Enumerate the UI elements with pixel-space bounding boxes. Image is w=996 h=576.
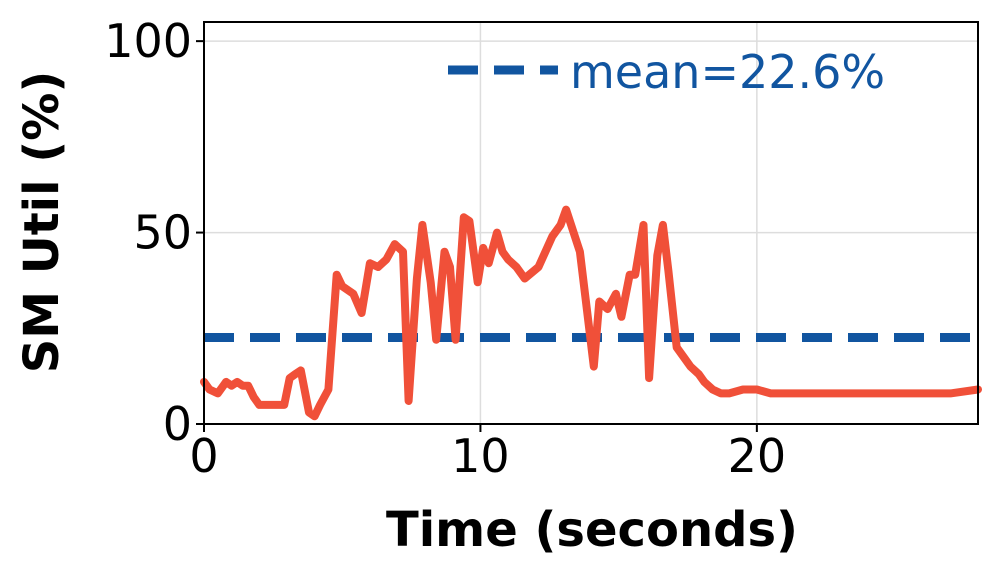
plot-frame [203, 21, 979, 425]
x-axis-label: Time (seconds) [386, 502, 798, 558]
ticks: 0 10 20 0 50 100 [104, 14, 786, 483]
series-group [200, 205, 982, 421]
x-tick-label: 20 [728, 429, 787, 483]
y-tick-label: 50 [133, 206, 192, 260]
sm-util-series-line [200, 205, 982, 421]
legend-label: mean=22.6% [570, 45, 885, 99]
x-tick-label: 0 [189, 429, 218, 483]
x-tick-label: 10 [451, 429, 510, 483]
y-tick-label: 100 [104, 14, 192, 68]
legend: mean=22.6% [448, 45, 885, 99]
y-tick-label: 0 [163, 397, 192, 451]
y-axis-label: SM Util (%) [14, 71, 70, 374]
